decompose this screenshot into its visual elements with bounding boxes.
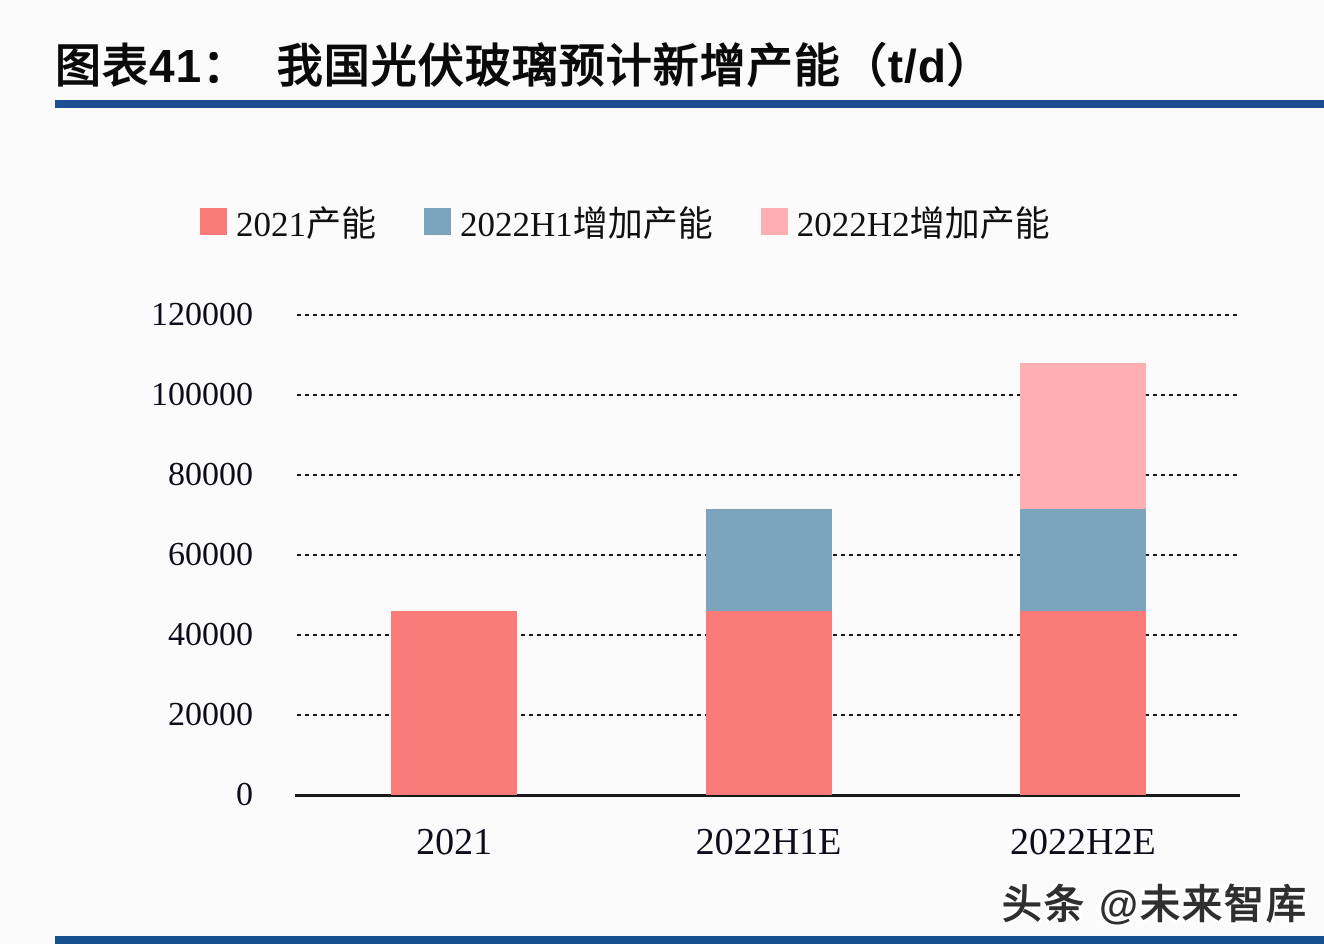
legend-swatch-1 [424, 208, 452, 235]
legend-item-1: 2022H1增加产能 [424, 196, 713, 247]
chart-legend: 2021产能 2022H1增加产能 2022H2增加产能 [200, 196, 1050, 247]
gridline-80000 [297, 474, 1240, 476]
x-axis-line [295, 794, 1240, 797]
y-tick-label-40000: 40000 [168, 616, 253, 653]
y-tick-label-120000: 120000 [151, 296, 253, 333]
bar-segment-c2-s2 [1019, 363, 1146, 509]
y-tick-label-100000: 100000 [151, 376, 253, 413]
bar-segment-c2-s1 [1019, 509, 1146, 611]
title-rule [55, 100, 1324, 108]
legend-item-0: 2021产能 [200, 196, 376, 247]
legend-swatch-0 [200, 208, 227, 235]
bottom-accent-bar [55, 936, 1324, 944]
gridline-120000 [297, 314, 1240, 316]
legend-label-1: 2022H1增加产能 [460, 205, 713, 244]
legend-label-2: 2022H2增加产能 [796, 205, 1050, 244]
bar-segment-c2-s0 [1019, 611, 1146, 795]
y-tick-label-20000: 20000 [168, 696, 253, 733]
x-tick-label-0: 2021 [416, 821, 493, 863]
watermark: 头条 @未来智库 [1001, 883, 1308, 927]
legend-item-2: 2022H2增加产能 [760, 196, 1050, 247]
chart-title: 图表41： 我国光伏玻璃预计新增产能（t/d） [55, 40, 994, 92]
legend-swatch-2 [760, 208, 788, 235]
legend-label-0: 2021产能 [236, 205, 377, 244]
x-tick-label-1: 2022H1E [695, 821, 842, 863]
bar-segment-c1-s0 [705, 611, 832, 795]
y-tick-label-80000: 80000 [168, 456, 253, 493]
x-tick-label-2: 2022H2E [1010, 821, 1156, 863]
bar-segment-c0-s0 [391, 611, 518, 795]
y-tick-label-60000: 60000 [168, 536, 253, 573]
y-tick-label-0: 0 [236, 776, 253, 813]
gridline-100000 [297, 394, 1240, 396]
bar-segment-c1-s1 [705, 509, 832, 611]
